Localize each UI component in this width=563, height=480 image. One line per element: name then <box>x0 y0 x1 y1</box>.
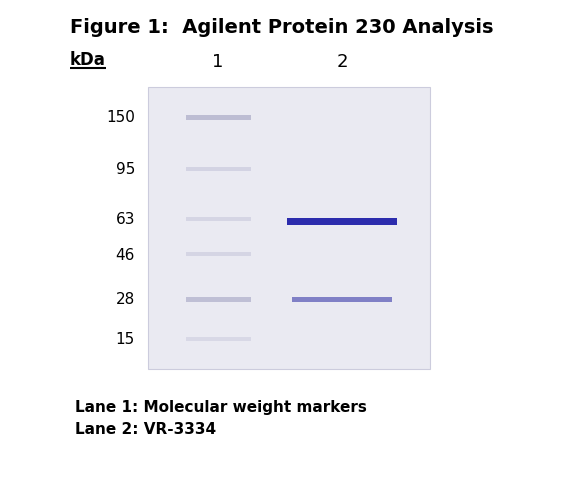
Text: kDa: kDa <box>70 51 106 69</box>
Text: Figure 1:  Agilent Protein 230 Analysis: Figure 1: Agilent Protein 230 Analysis <box>70 18 493 37</box>
Text: Lane 1: Molecular weight markers: Lane 1: Molecular weight markers <box>75 399 367 414</box>
Text: 63: 63 <box>115 212 135 227</box>
Text: Lane 2: VR-3334: Lane 2: VR-3334 <box>75 421 216 436</box>
Bar <box>185 168 251 172</box>
Text: 15: 15 <box>116 332 135 347</box>
Text: 28: 28 <box>116 292 135 307</box>
Bar <box>185 337 251 341</box>
Bar <box>148 88 430 369</box>
Bar <box>185 297 251 302</box>
Text: 150: 150 <box>106 110 135 125</box>
Text: 1: 1 <box>212 53 224 71</box>
Text: 95: 95 <box>115 162 135 177</box>
Bar <box>287 218 397 225</box>
Bar <box>185 252 251 256</box>
Bar <box>185 217 251 222</box>
Text: 46: 46 <box>115 247 135 262</box>
Bar <box>292 297 392 302</box>
Bar <box>185 115 251 120</box>
Text: 2: 2 <box>336 53 348 71</box>
